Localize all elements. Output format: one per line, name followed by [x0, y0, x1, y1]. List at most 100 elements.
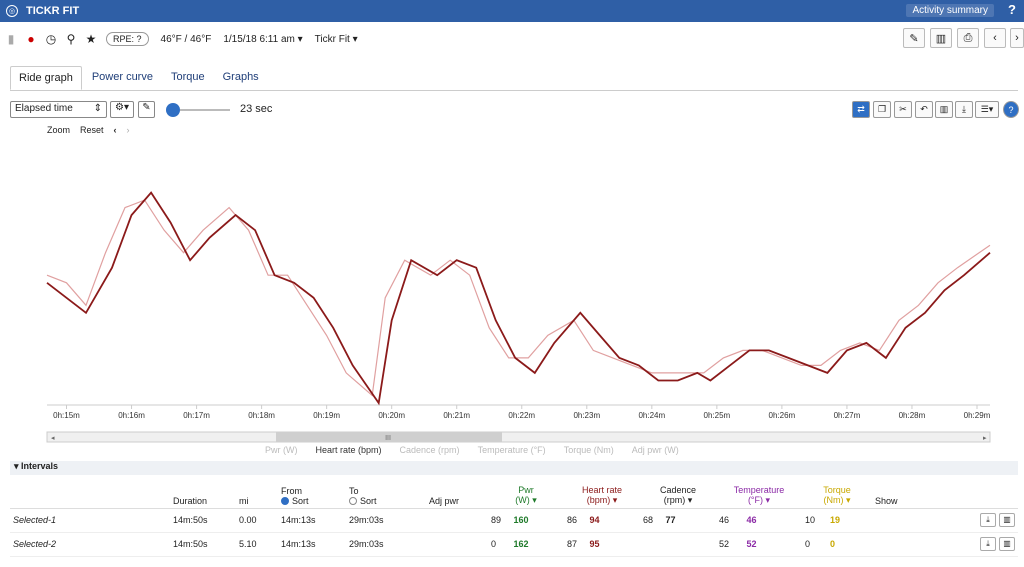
activity-summary-button[interactable]: Activity summary — [906, 4, 994, 17]
to-sort-radio[interactable] — [349, 497, 357, 506]
scroll-left-icon[interactable]: ◂ — [51, 435, 55, 442]
legend-temperature[interactable]: Temperature (°F) — [477, 445, 546, 455]
hr-avg: 86 — [567, 515, 578, 525]
print-icon[interactable]: ⎙ — [957, 28, 979, 48]
interval-temperature: 52 52 — [716, 532, 802, 557]
x-tick-label: 0h:21m — [443, 411, 470, 420]
star-icon[interactable]: ★ — [85, 32, 97, 46]
col-adj-pwr: Adj pwr — [426, 476, 488, 509]
trash-icon[interactable]: ▥ — [930, 28, 952, 48]
col-from-label: From — [281, 485, 302, 496]
tab-graphs[interactable]: Graphs — [222, 71, 259, 83]
intervals-table: Duration mi From Sort To Sort Adj pwr Pwr(… — [10, 476, 1018, 557]
x-axis-ticks: 0h:15m 0h:16m 0h:17m 0h:18m 0h:19m 0h:20m 0h:2… — [53, 405, 991, 420]
tab-ride-graph[interactable]: Ride graph — [10, 66, 82, 90]
download-icon[interactable]: ⤓ — [955, 101, 973, 118]
chevron-left-icon[interactable]: ‹ — [113, 125, 117, 135]
rpe-badge[interactable]: RPE: ? — [106, 32, 149, 46]
x-tick-label: 0h:22m — [508, 411, 535, 420]
interval-duration: 14m:50s — [170, 532, 236, 557]
col-temperature-label: Temperature — [733, 484, 785, 495]
previous-icon[interactable]: ‹ — [984, 28, 1006, 48]
datetime-dropdown[interactable]: 1/15/18 6:11 am ▾ — [223, 33, 303, 45]
bookmark-icon[interactable]: ▮ — [7, 32, 15, 46]
gear-icon[interactable]: ⚙▾ — [110, 101, 134, 118]
interval-to: 29m:03s — [346, 508, 426, 533]
help-circle-icon[interactable]: ? — [1003, 101, 1019, 118]
cad-avg: 68 — [643, 515, 654, 525]
pwr-avg: 89 — [491, 515, 502, 525]
scroll-right-icon[interactable]: ▸ — [983, 435, 987, 442]
tab-torque[interactable]: Torque — [170, 71, 205, 83]
col-to-label: To — [349, 485, 359, 496]
interval-actions: ⤓ ▥ — [872, 508, 1018, 533]
download-icon[interactable]: ⤓ — [980, 537, 996, 551]
edit-chart-icon[interactable]: ✎ — [138, 101, 155, 118]
interval-duration: 14m:50s — [170, 508, 236, 533]
tab-power-curve[interactable]: Power curve — [91, 71, 153, 83]
col-temperature-unit: (°F) ▾ — [747, 494, 771, 505]
col-pwr[interactable]: Pwr (W) ▾ — [488, 476, 564, 509]
chevron-right-icon[interactable]: › — [126, 125, 130, 135]
edit-icon[interactable]: ✎ — [903, 28, 925, 48]
interval-row[interactable]: Selected-1 14m:50s 0.00 14m:13s 29m:03s … — [10, 508, 1018, 533]
legend-power[interactable]: Pwr (W) — [265, 445, 298, 455]
alert-icon[interactable]: ● — [27, 32, 35, 46]
smoothing-slider-handle[interactable] — [166, 103, 180, 117]
bike-icon[interactable]: ⚲ — [66, 32, 76, 46]
col-hr[interactable]: Heart rate (bpm) ▾ — [564, 476, 640, 509]
legend-torque[interactable]: Torque (Nm) — [563, 445, 614, 455]
hr-max: 95 — [589, 539, 600, 549]
col-cadence[interactable]: Cadence (rpm) ▾ — [640, 476, 716, 509]
trash-icon[interactable]: ▥ — [999, 537, 1015, 551]
temp-avg: 52 — [719, 539, 730, 549]
x-tick-label: 0h:29m — [964, 411, 991, 420]
temperature-value: 46°F / 46°F — [160, 33, 212, 45]
interval-row[interactable]: Selected-2 14m:50s 5.10 14m:13s 29m:03s … — [10, 532, 1018, 557]
legend-adj-power[interactable]: Adj pwr (W) — [631, 445, 679, 455]
legend-heart-rate[interactable]: Heart rate (bpm) — [315, 445, 382, 455]
undo-icon[interactable]: ↶ — [915, 101, 933, 118]
device-dropdown[interactable]: Tickr Fit ▾ — [314, 33, 358, 45]
ride-graph-chart[interactable]: 0h:15m 0h:16m 0h:17m 0h:18m 0h:19m 0h:20m 0h:2… — [0, 135, 1024, 445]
cut-icon[interactable]: ✂ — [894, 101, 912, 118]
download-icon[interactable]: ⤓ — [980, 513, 996, 527]
pwr-avg: 0 — [491, 539, 497, 549]
stopwatch-icon[interactable]: ◷ — [45, 32, 57, 46]
hr-avg: 87 — [567, 539, 578, 549]
chart-scrollbar-thumb[interactable] — [276, 432, 502, 442]
interval-mi: 5.10 — [236, 532, 278, 557]
col-temperature[interactable]: Temperature (°F) ▾ — [716, 476, 802, 509]
sync-icon[interactable]: ⇄ — [852, 101, 870, 118]
smoothing-slider-track[interactable] — [180, 109, 230, 111]
x-tick-label: 0h:26m — [769, 411, 796, 420]
trash-icon[interactable]: ▥ — [999, 513, 1015, 527]
copy-icon[interactable]: ❐ — [873, 101, 891, 118]
interval-hr: 87 95 — [564, 532, 640, 557]
reset-button[interactable]: Reset — [80, 125, 104, 135]
col-torque[interactable]: Torque (Nm) ▾ — [802, 476, 872, 509]
cad-max: 77 — [665, 515, 676, 525]
from-sort-radio[interactable] — [281, 497, 289, 506]
interval-from: 14m:13s — [278, 508, 346, 533]
pwr-max: 162 — [513, 539, 529, 549]
x-tick-label: 0h:17m — [183, 411, 210, 420]
legend-cadence[interactable]: Cadence (rpm) — [399, 445, 460, 455]
next-icon[interactable]: › — [1010, 28, 1024, 48]
scrollbar-grip: III — [385, 435, 391, 442]
chart-scrollbar[interactable] — [46, 431, 991, 443]
list-icon[interactable]: ☰▾ — [975, 101, 999, 118]
tab-divider — [10, 90, 1018, 91]
interval-to: 29m:03s — [346, 532, 426, 557]
interval-pwr: 89 160 — [488, 508, 564, 533]
x-tick-label: 0h:20m — [378, 411, 405, 420]
x-tick-label: 0h:25m — [704, 411, 731, 420]
tab-bar: Ride graph Power curve Torque Graphs — [10, 66, 269, 90]
interval-temperature: 46 46 — [716, 508, 802, 533]
intervals-header[interactable]: ▾ Intervals — [10, 461, 1018, 475]
delete-icon[interactable]: ▥ — [935, 101, 953, 118]
x-axis-mode-select[interactable]: Elapsed time ⇕ — [10, 101, 107, 118]
x-tick-label: 0h:16m — [118, 411, 145, 420]
col-duration: Duration — [170, 476, 236, 509]
help-icon[interactable]: ? — [1008, 2, 1016, 17]
